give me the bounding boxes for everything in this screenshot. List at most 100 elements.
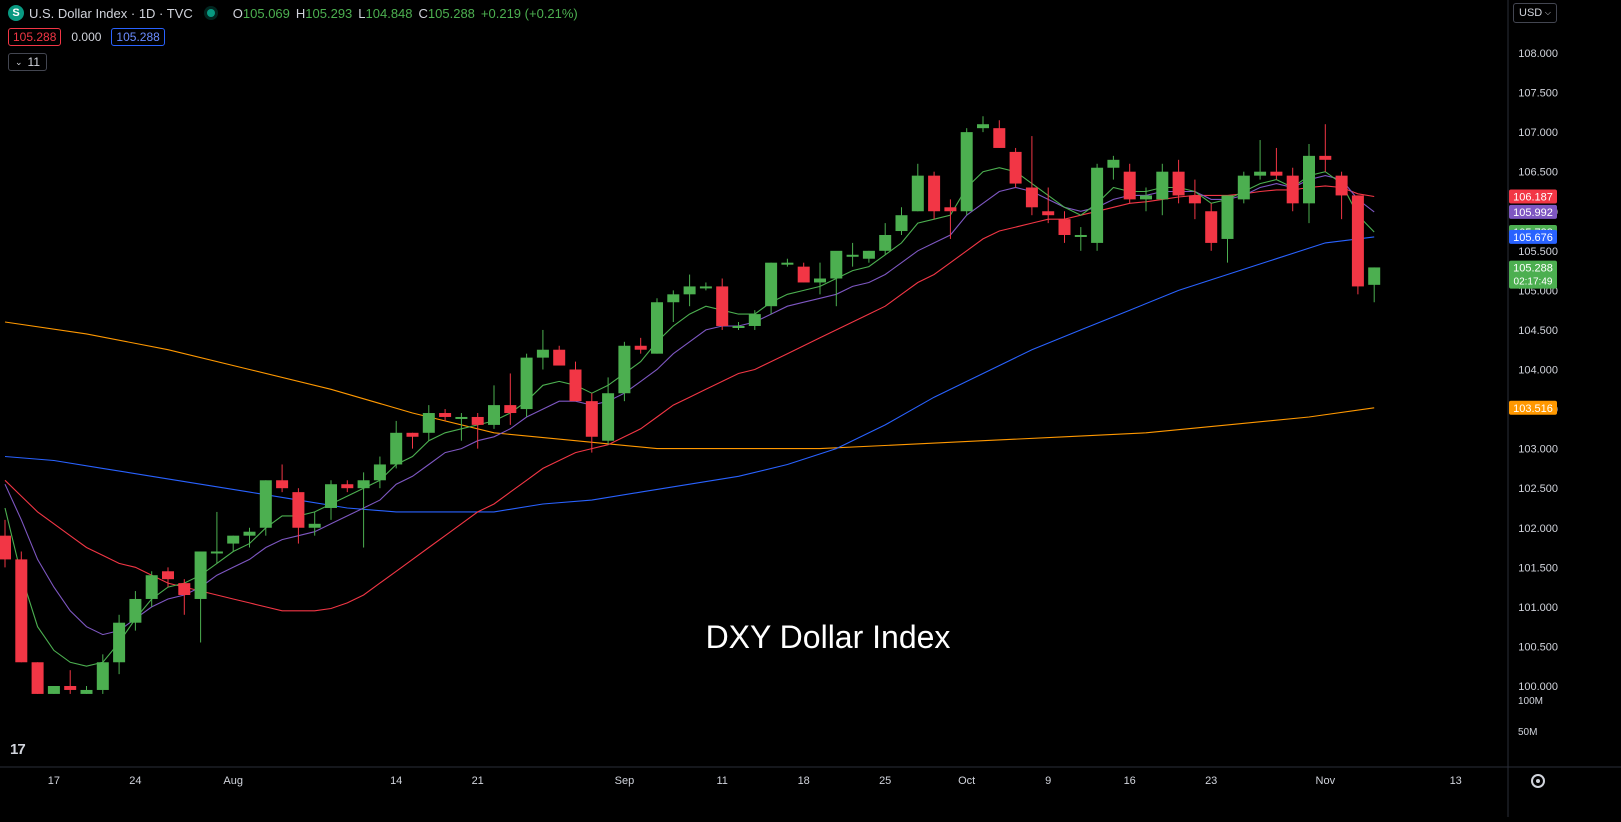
ema-orange-line <box>4 321 1375 450</box>
high-label: H <box>295 5 306 21</box>
candle-body <box>569 369 582 402</box>
price-tick-label: 107.500 <box>1518 88 1558 100</box>
price-tick-label: 105.500 <box>1518 246 1558 258</box>
chart-title: DXY Dollar Index <box>706 619 951 655</box>
candle-body <box>439 413 452 417</box>
candle-body <box>1140 195 1152 200</box>
candle-body <box>911 175 924 212</box>
chevron-down-icon: ⌵ <box>1544 8 1551 17</box>
market-status-icon[interactable] <box>206 9 215 17</box>
candle-body <box>373 464 386 481</box>
time-tick-label: 16 <box>1124 775 1136 787</box>
candle-body <box>1368 267 1381 285</box>
candle-body <box>325 484 337 508</box>
candle-body <box>1107 159 1120 168</box>
ema-green-line <box>4 167 1375 667</box>
candle-body <box>1254 171 1267 176</box>
time-tick-label: Aug <box>223 775 243 787</box>
candle-body <box>1351 195 1364 287</box>
currency-select[interactable]: USD ⌵ <box>1513 3 1557 23</box>
candle-body <box>993 128 1006 148</box>
time-tick-label: Oct <box>958 775 975 787</box>
candle-body <box>1091 167 1104 243</box>
low-value: 104.848 <box>365 5 413 21</box>
candle-body <box>683 286 696 295</box>
candle-body <box>1303 155 1315 204</box>
candle-body <box>1123 171 1136 200</box>
candle-body <box>1270 171 1283 176</box>
symbol-title[interactable]: U.S. Dollar Index · 1D · TVC <box>29 5 193 21</box>
candle-body <box>162 571 174 580</box>
candle-body <box>1319 155 1332 160</box>
time-tick-label: 9 <box>1045 775 1051 787</box>
candle-body <box>1188 195 1201 204</box>
price-tick-label: 102.500 <box>1518 483 1558 495</box>
candle-body <box>667 294 680 303</box>
candle-body <box>716 286 729 326</box>
time-tick-label: 18 <box>798 775 810 787</box>
candle-body <box>422 413 435 433</box>
candle-body <box>488 405 500 425</box>
candle-body <box>944 207 957 212</box>
ema-red-line <box>4 185 1375 612</box>
ema-price-tag <box>1509 229 1557 244</box>
candle-body <box>471 416 484 425</box>
candle-body <box>129 598 142 623</box>
candle-body <box>1286 175 1299 204</box>
candle-body <box>520 357 533 410</box>
price-tick-label: 100.000 <box>1518 681 1558 693</box>
indicators-count: 11 <box>27 55 41 69</box>
ema-price-tag-label: 106.187 <box>1513 191 1553 203</box>
ema-purple-line <box>4 175 1375 636</box>
price-tick-label: 103.000 <box>1518 444 1558 456</box>
candle-body <box>960 132 973 212</box>
candle-body <box>0 535 11 560</box>
candle-body <box>634 345 647 350</box>
symbol-header[interactable]: S U.S. Dollar Index · 1D · TVC O 105.069 … <box>8 5 578 21</box>
open-value: 105.069 <box>242 5 290 21</box>
time-tick-label: 21 <box>472 775 484 787</box>
currency-label: USD <box>1519 7 1543 19</box>
buy-button[interactable]: 105.288 <box>111 28 165 46</box>
ema-price-tag-label: 105.992 <box>1513 207 1553 219</box>
high-value: 105.293 <box>305 5 353 21</box>
indicators-toggle[interactable]: ⌄ 11 <box>8 53 48 71</box>
sell-button[interactable]: 105.288 <box>8 28 62 46</box>
candle-body <box>732 325 745 328</box>
candle-body <box>602 393 615 441</box>
ema-price-tag-label: 105.676 <box>1513 232 1553 244</box>
time-tick-label: Nov <box>1316 775 1336 787</box>
tradingview-logo-icon[interactable]: 17 <box>10 741 26 758</box>
close-label: C <box>418 5 428 21</box>
chevron-down-icon: ⌄ <box>15 56 23 67</box>
candle-body <box>113 622 126 663</box>
candle-body <box>699 286 712 289</box>
time-tick-label: Sep <box>615 775 635 787</box>
candle-body <box>406 432 419 437</box>
candle-body <box>276 480 289 489</box>
close-value: 105.288 <box>427 5 475 21</box>
candle-body <box>1205 211 1218 243</box>
time-tick-label: 17 <box>48 775 60 787</box>
price-tick-label: 101.500 <box>1518 562 1558 574</box>
last-price-value: 105.288 <box>1513 263 1553 275</box>
time-tick-label: 11 <box>716 775 727 787</box>
candle-body <box>748 314 761 326</box>
settings-icon[interactable] <box>1531 774 1545 788</box>
low-label: L <box>358 5 366 21</box>
candle-body <box>1221 195 1234 239</box>
price-tick-label: 108.000 <box>1518 48 1558 60</box>
candle-body <box>797 266 810 283</box>
candle-body <box>846 254 859 257</box>
candle-body <box>308 523 321 528</box>
candle-body <box>765 262 778 307</box>
candle-body <box>1335 175 1348 196</box>
time-tick-label: 14 <box>390 775 402 787</box>
candle-body <box>15 559 28 663</box>
candle-body <box>1042 211 1055 216</box>
candle-body <box>862 250 875 259</box>
candle-body <box>536 349 549 358</box>
candle-body <box>1156 171 1169 200</box>
